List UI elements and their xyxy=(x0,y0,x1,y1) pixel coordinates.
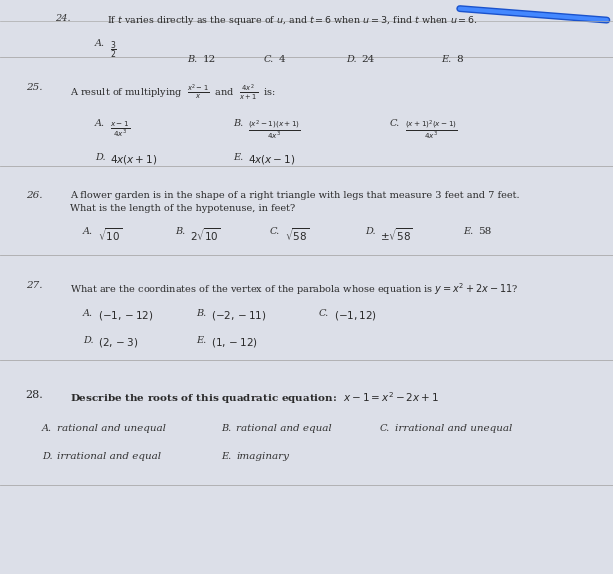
Text: irrational and equal: irrational and equal xyxy=(57,452,161,461)
Text: B.: B. xyxy=(233,119,243,128)
Text: What are the coordinates of the vertex of the parabola whose equation is $y = x^: What are the coordinates of the vertex o… xyxy=(70,281,519,297)
Text: $\sqrt{10}$: $\sqrt{10}$ xyxy=(98,227,123,243)
Text: D.: D. xyxy=(95,153,105,162)
Text: 8: 8 xyxy=(457,55,463,64)
Text: B.: B. xyxy=(187,55,197,64)
Text: A flower garden is in the shape of a right triangle with legs that measure 3 fee: A flower garden is in the shape of a rig… xyxy=(70,191,520,200)
Text: A.: A. xyxy=(95,39,105,48)
Text: 24.: 24. xyxy=(55,14,70,24)
Text: What is the length of the hypotenuse, in feet?: What is the length of the hypotenuse, in… xyxy=(70,204,295,213)
Text: E.: E. xyxy=(221,452,231,461)
Text: 28.: 28. xyxy=(26,390,44,400)
Text: imaginary: imaginary xyxy=(236,452,289,461)
Text: 24: 24 xyxy=(362,55,375,64)
Text: A.: A. xyxy=(83,227,93,236)
Text: If $t$ varies directly as the square of $u$, and $t = 6$ when $u = 3$, find $t$ : If $t$ varies directly as the square of … xyxy=(107,14,478,28)
Text: C.: C. xyxy=(319,309,329,318)
Text: $(1, -12)$: $(1, -12)$ xyxy=(211,336,259,349)
Text: C.: C. xyxy=(270,227,280,236)
Text: E.: E. xyxy=(441,55,452,64)
Text: 27.: 27. xyxy=(26,281,42,290)
Text: A.: A. xyxy=(83,309,93,318)
Text: A.: A. xyxy=(42,424,52,433)
Text: D.: D. xyxy=(42,452,52,461)
Text: $\frac{x-1}{4x^3}$: $\frac{x-1}{4x^3}$ xyxy=(110,119,131,138)
Text: D.: D. xyxy=(346,55,357,64)
Text: $4x(x+1)$: $4x(x+1)$ xyxy=(110,153,158,166)
Text: 4: 4 xyxy=(279,55,286,64)
Text: $(-1, -12)$: $(-1, -12)$ xyxy=(98,309,154,322)
Text: B.: B. xyxy=(175,227,185,236)
Text: C.: C. xyxy=(264,55,274,64)
Text: 25.: 25. xyxy=(26,83,42,92)
Text: $4x(x-1)$: $4x(x-1)$ xyxy=(248,153,295,166)
Text: $\frac{(x+1)^2(x-1)}{4x^3}$: $\frac{(x+1)^2(x-1)}{4x^3}$ xyxy=(405,119,457,141)
Text: $(2, -3)$: $(2, -3)$ xyxy=(98,336,139,349)
Text: D.: D. xyxy=(365,227,375,236)
Text: E.: E. xyxy=(233,153,243,162)
Text: 12: 12 xyxy=(202,55,216,64)
Text: 58: 58 xyxy=(478,227,492,236)
Text: B.: B. xyxy=(196,309,207,318)
Text: D.: D. xyxy=(83,336,93,345)
Text: A.: A. xyxy=(95,119,105,128)
Text: $\sqrt{58}$: $\sqrt{58}$ xyxy=(285,227,310,243)
Text: rational and unequal: rational and unequal xyxy=(57,424,166,433)
Text: $\frac{(x^2-1)(x+1)}{4x^3}$: $\frac{(x^2-1)(x+1)}{4x^3}$ xyxy=(248,119,301,141)
Text: irrational and unequal: irrational and unequal xyxy=(395,424,512,433)
Text: $(-1, 12)$: $(-1, 12)$ xyxy=(334,309,377,322)
Text: E.: E. xyxy=(196,336,207,345)
Text: C.: C. xyxy=(389,119,400,128)
Text: $\pm\sqrt{58}$: $\pm\sqrt{58}$ xyxy=(380,227,413,243)
Text: A result of multiplying  $\frac{x^2-1}{x}$  and  $\frac{4x^2}{x+1}$  is:: A result of multiplying $\frac{x^2-1}{x}… xyxy=(70,83,276,102)
Text: $\frac{3}{2}$: $\frac{3}{2}$ xyxy=(110,39,117,60)
Text: rational and equal: rational and equal xyxy=(236,424,332,433)
Text: $(-2, -11)$: $(-2, -11)$ xyxy=(211,309,267,322)
Text: Describe the roots of this quadratic equation:  $x - 1 = x^2 - 2x + 1$: Describe the roots of this quadratic equ… xyxy=(70,390,440,406)
Text: $2\sqrt{10}$: $2\sqrt{10}$ xyxy=(190,227,221,243)
Text: B.: B. xyxy=(221,424,231,433)
Text: 26.: 26. xyxy=(26,191,42,200)
Text: C.: C. xyxy=(380,424,390,433)
Text: E.: E. xyxy=(463,227,473,236)
